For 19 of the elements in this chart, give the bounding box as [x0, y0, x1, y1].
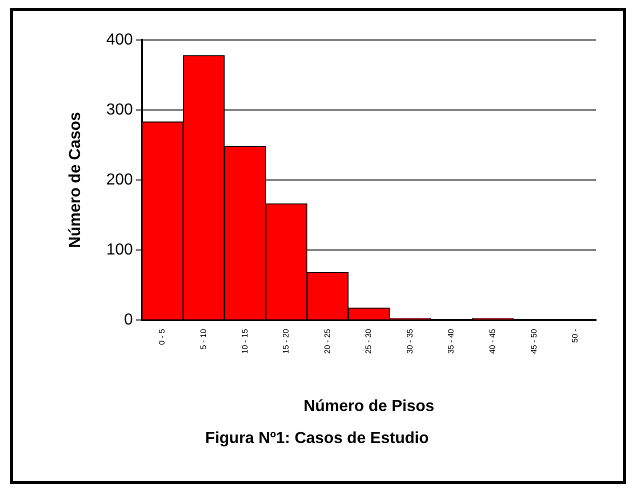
x-tick-label: 5 - 10 — [199, 328, 208, 350]
y-tick-label: 0 — [124, 311, 133, 328]
y-tick-label: 400 — [106, 31, 133, 48]
x-tick-label: 15 - 20 — [282, 328, 291, 354]
x-tick-label: 45 - 50 — [529, 328, 538, 354]
x-tick-label: 40 - 45 — [488, 328, 497, 354]
text: Figura Nº1: Casos de Estudio — [204, 430, 430, 448]
y-tick-label: 100 — [106, 241, 133, 258]
x-tick-label: 50 - — [570, 328, 580, 343]
x-tick-label: 0 - 5 — [158, 328, 167, 345]
x-tick-label: 30 - 35 — [405, 328, 414, 354]
y-axis-title: Número de Casos — [67, 112, 84, 248]
x-tick-label: 25 - 30 — [364, 328, 374, 354]
x-tick-label: 20 - 25 — [322, 328, 332, 354]
y-tick-label: 200 — [106, 171, 133, 188]
x-tick-label: 10 - 15 — [240, 328, 250, 354]
x-axis-title: Número de Pisos — [304, 398, 434, 415]
y-tick-label: 300 — [106, 101, 133, 118]
x-tick-label: 35 - 40 — [446, 328, 456, 354]
